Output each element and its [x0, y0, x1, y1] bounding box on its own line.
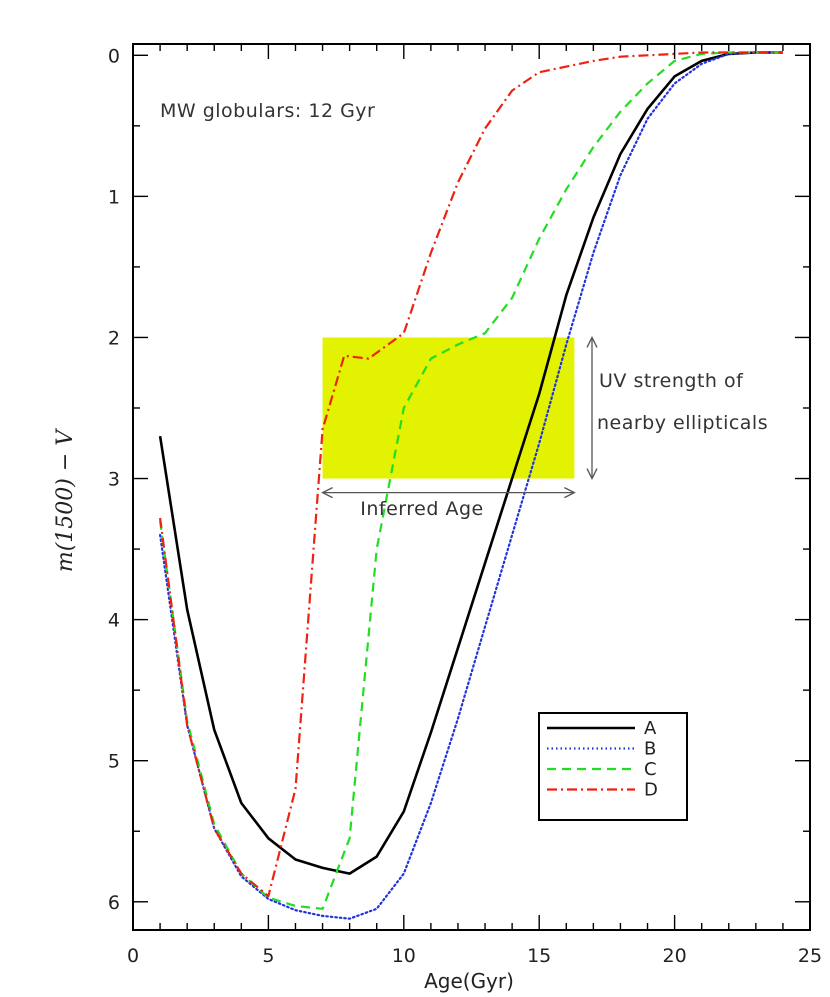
uv-strength-box — [322, 337, 575, 479]
inferred-age-arrowhead-right — [564, 487, 576, 499]
x-tick-label: 20 — [663, 945, 687, 967]
annotation-inferred-age: Inferred Age — [360, 498, 483, 520]
plot-area — [133, 44, 810, 930]
x-axis-label: Age(Gyr) — [424, 969, 514, 993]
legend-label-d: D — [644, 780, 658, 801]
x-tick-label: 0 — [127, 945, 139, 967]
x-tick-label: 15 — [527, 945, 551, 967]
highlight-region — [322, 337, 575, 479]
series-layer — [158, 51, 785, 920]
legend-label-a: A — [644, 718, 657, 739]
y-tick-label: 1 — [108, 186, 120, 208]
x-tick-label: 10 — [392, 945, 416, 967]
uv-strength-arrowhead-top — [586, 335, 598, 348]
legend-label-b: B — [644, 739, 656, 760]
plot-frame — [132, 43, 811, 931]
axes — [132, 43, 811, 931]
legend-label-c: C — [644, 759, 657, 780]
y-tick-label: 4 — [108, 610, 120, 632]
annotations — [321, 335, 598, 499]
ticks: 0 5 10 15 20 25 0 1 2 3 4 5 6 — [108, 44, 822, 967]
y-tick-label: 0 — [108, 45, 120, 67]
series-line-a — [158, 51, 783, 875]
legend-box — [538, 712, 688, 821]
y-tick-label: 2 — [108, 327, 120, 349]
x-tick-label: 25 — [798, 945, 822, 967]
annotation-uv-strength-line2: nearby ellipticals — [597, 412, 768, 434]
series-line-b — [159, 51, 785, 920]
x-tick-label: 5 — [262, 945, 274, 967]
y-tick-label: 5 — [108, 751, 120, 773]
uv-strength-arrowhead-bottom — [586, 468, 598, 480]
y-tick-label: 3 — [108, 469, 120, 491]
annotation-uv-strength-line1: UV strength of — [599, 370, 744, 392]
series-line-d — [159, 51, 783, 898]
series-line-c — [159, 51, 783, 910]
y-tick-label: 6 — [108, 892, 120, 914]
inferred-age-arrowhead-left — [321, 487, 333, 499]
plot-background — [133, 44, 810, 930]
y-axis-label: m(1500) − V — [53, 428, 78, 572]
annotation-mw-globulars: MW globulars: 12 Gyr — [160, 100, 375, 122]
